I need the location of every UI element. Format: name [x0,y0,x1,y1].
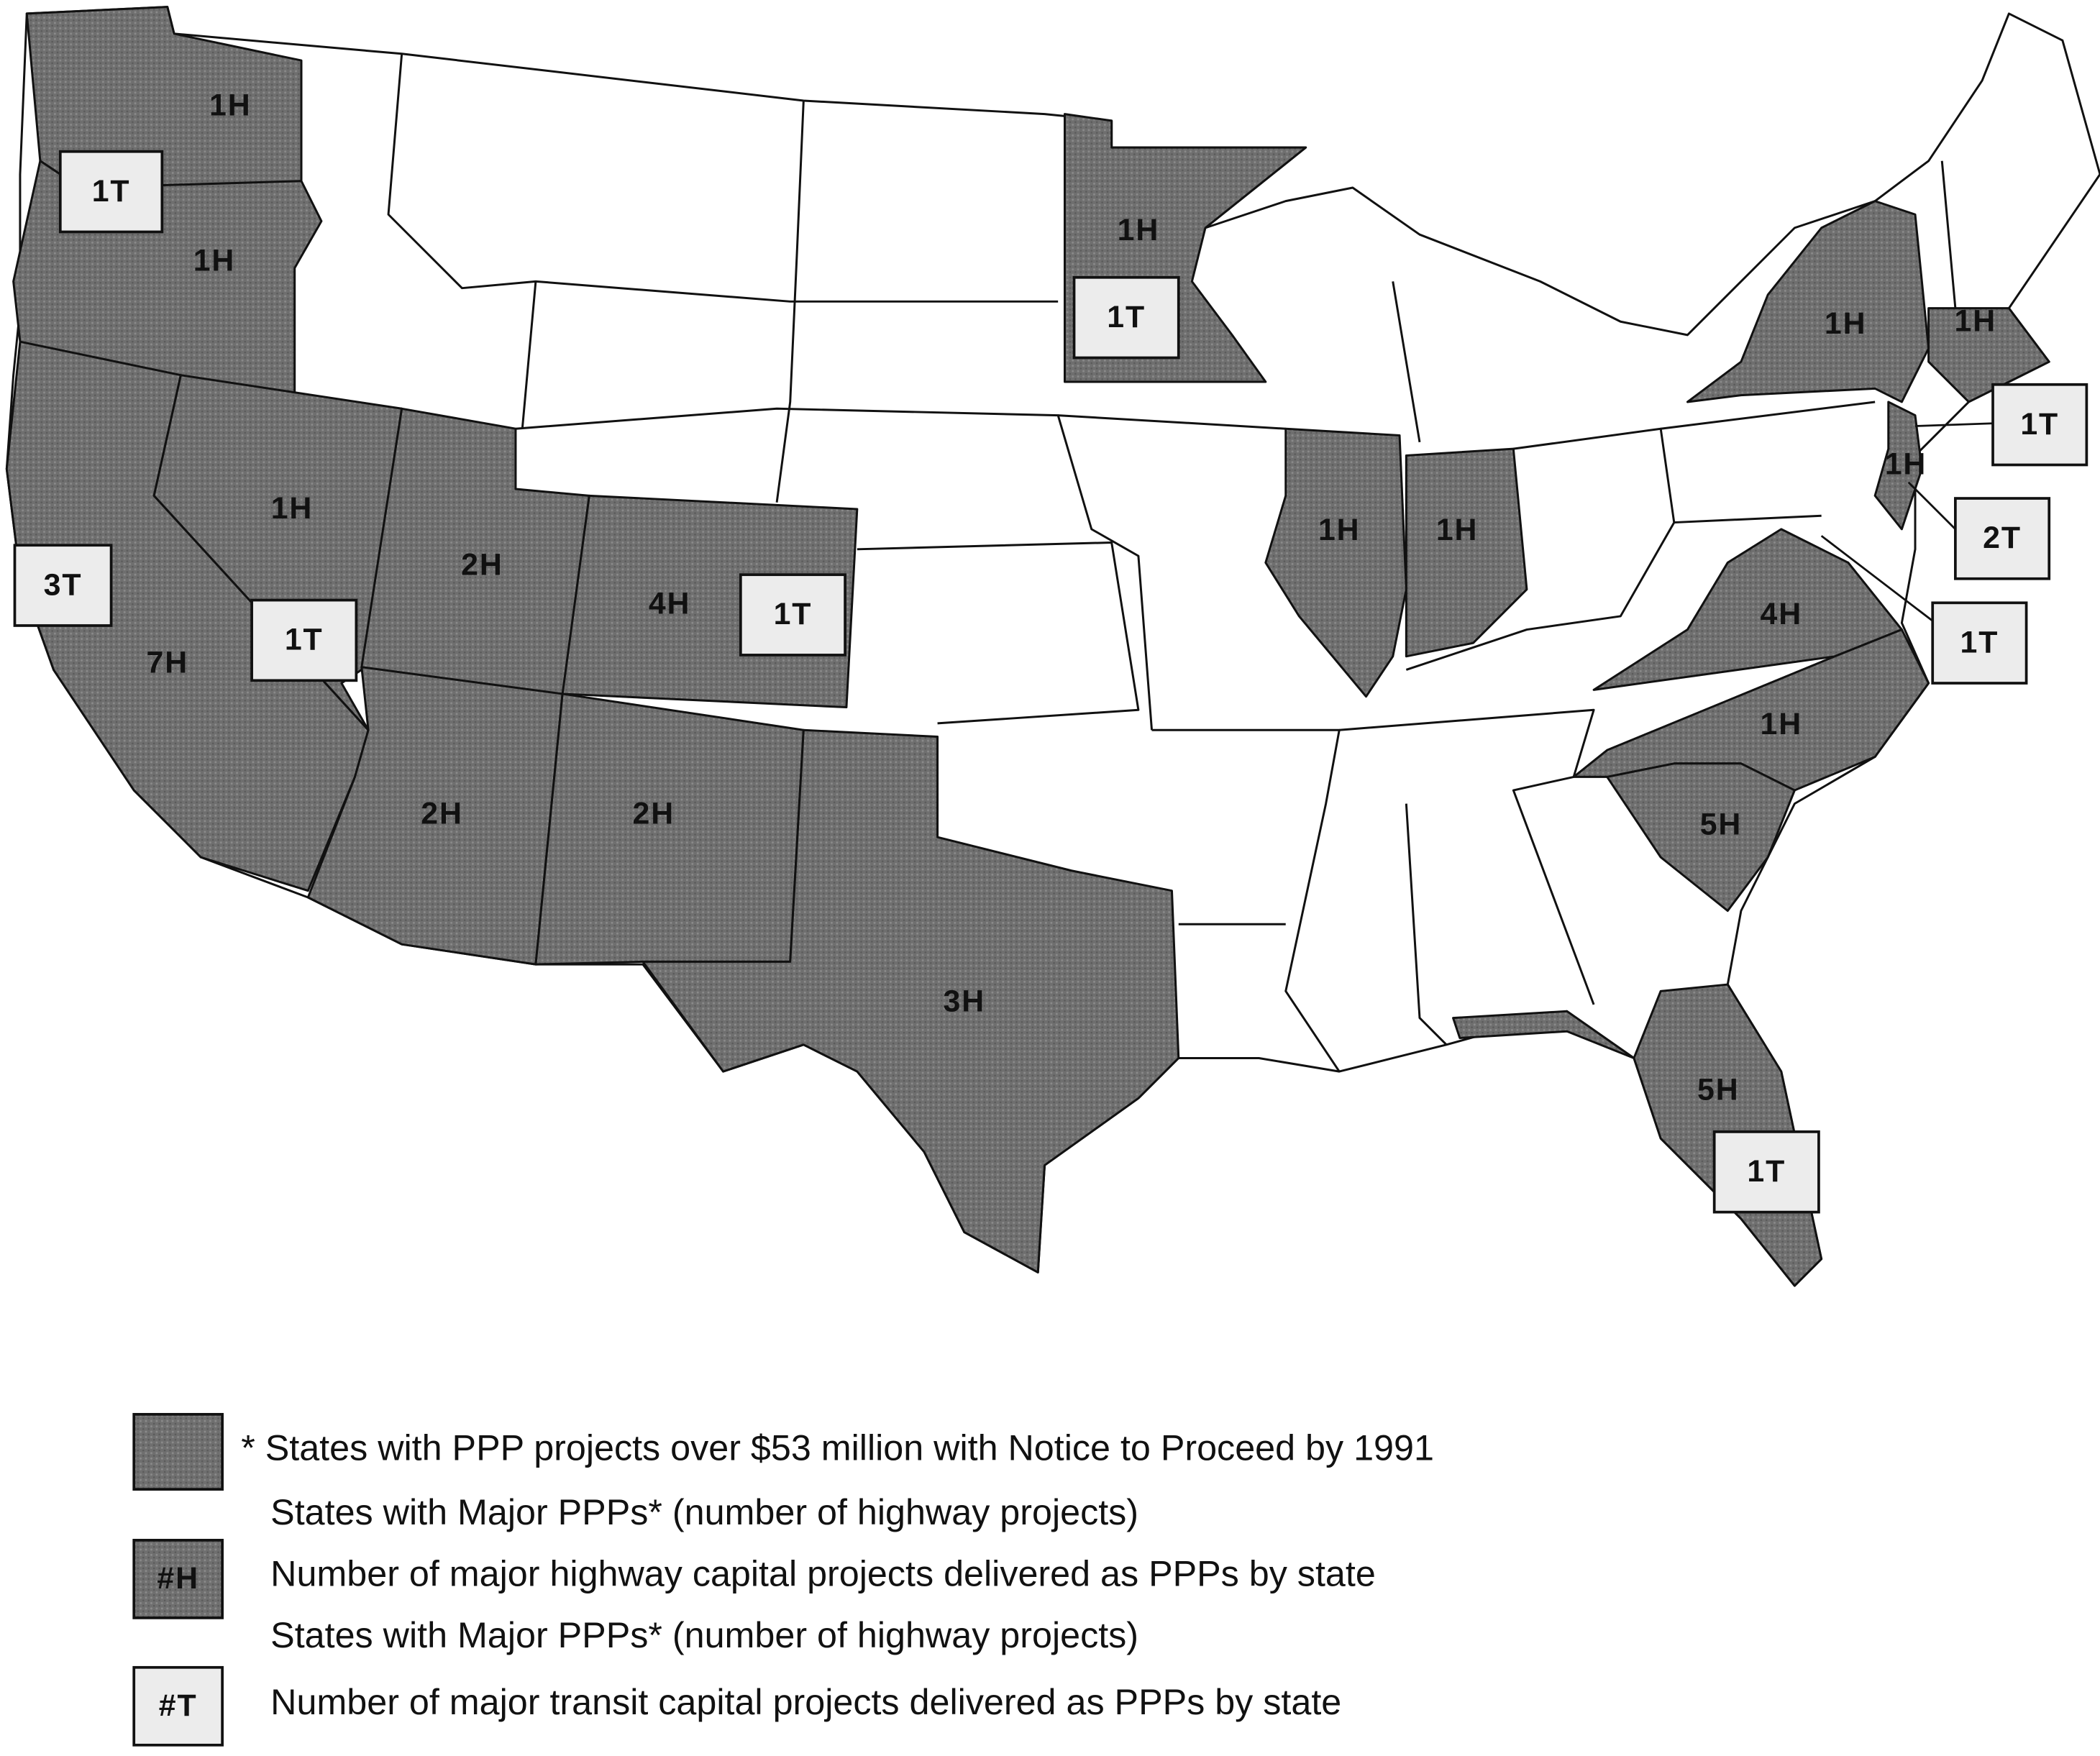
border [1660,401,1876,430]
transit-label: 1T [285,623,324,657]
highway-label: 3H [944,984,985,1018]
map: 1H 1H 1H 2H 4H 7H 2H 2H 3H 1H 1H 1H 1H 1… [5,6,2100,1287]
highway-label: 4H [649,586,690,621]
state-nj [1873,401,1923,531]
legend-swatch-shaded [132,1412,224,1491]
highway-label: 1H [1885,447,1927,482]
highway-label: 1H [271,491,313,526]
transit-label: 1T [92,174,131,209]
ppp-states [5,6,2050,1287]
leader-line [1907,481,1956,530]
highway-label: 1H [1825,306,1866,341]
border [535,280,1059,303]
transit-box [1712,1130,1820,1214]
transit-label: 1T [1960,625,1999,659]
border [1405,803,1448,1046]
highway-label: 1H [1761,707,1802,741]
highway-label: 5H [1697,1072,1739,1107]
border [1940,160,1957,308]
highway-labels: 1H 1H 1H 2H 4H 7H 2H 2H 3H 1H 1H 1H 1H 1… [147,88,1996,1107]
state-ma [1927,307,2050,403]
border [1674,514,1822,524]
legend-label: States with Major PPPs* (number of highw… [270,1491,1138,1532]
border [1392,281,1421,443]
highway-label: 2H [633,797,675,831]
transit-label: 1T [1107,300,1146,334]
legend-label: Number of major highway capital projects… [270,1552,1376,1593]
legend-swatch-text: #T [159,1688,198,1723]
transit-label: 1T [1747,1154,1786,1189]
border [857,541,1140,725]
legend: * States with PPP projects over $53 mill… [132,1412,1434,1747]
leader-line [1914,422,1994,427]
highway-label: 2H [461,547,503,582]
transit-box [1991,383,2088,467]
state-in [1405,447,1528,658]
legend-swatch-transit [132,1665,224,1747]
highway-label: 1H [193,244,235,278]
transit-label: 3T [44,567,83,602]
legend-label: States with Major PPPs* (number of highw… [270,1614,1138,1655]
transit-label: 1T [774,597,813,631]
border [1058,414,1286,430]
legend-label: Number of major transit capital projects… [270,1681,1341,1722]
legend-swatch-highway [132,1539,224,1619]
transit-box [1072,275,1180,360]
state-borders [387,53,1957,1072]
transit-box [1931,601,2028,685]
highway-label: 4H [1761,597,1802,631]
state-sc [1606,762,1796,913]
transit-labels: 1T 3T 1T 1T 1T 1T 2T 1T 1T [13,150,2088,1214]
transit-box [250,598,358,682]
highway-label: 1H [1318,513,1360,547]
highway-label: 2H [421,797,462,831]
legend-note: * States with PPP projects over $53 mill… [241,1427,1434,1468]
highway-label: 1H [1118,213,1159,247]
transit-label: 2T [1983,521,2022,555]
state-tx [642,728,1180,1273]
transit-box [58,150,164,234]
border [775,100,805,503]
highway-label: 7H [147,645,188,680]
legend-swatch-text: #H [157,1561,198,1596]
transit-box [1954,497,2051,580]
highway-label: 1H [209,88,251,123]
highway-label: 1H [1955,303,1996,338]
transit-box [739,573,846,657]
state-il [1264,427,1407,698]
border [387,53,537,429]
state-fl [1452,983,1823,1287]
highway-label: 5H [1700,808,1742,842]
leader-lines [1820,422,1994,624]
transit-box [13,544,113,627]
leader-line [1820,535,1936,624]
transit-label: 1T [2020,407,2059,442]
highway-label: 1H [1436,513,1478,547]
border [515,407,1154,731]
border [1405,427,1676,671]
border [1151,728,1341,1072]
state-ny [1686,200,1930,403]
